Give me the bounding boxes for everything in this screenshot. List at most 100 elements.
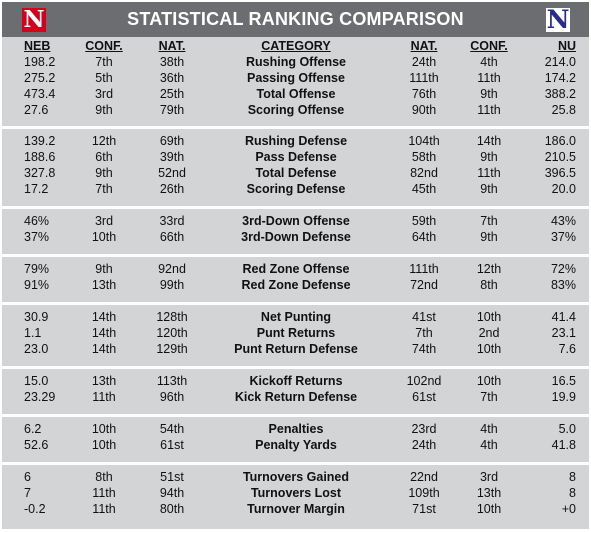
neb-nat-rank: 26th	[159, 182, 185, 196]
nu-value: 23.1	[551, 326, 576, 340]
nu-nat-rank: 22nd	[410, 470, 438, 484]
neb-conf-rank: 8th	[95, 470, 113, 484]
nu-value: 25.8	[551, 103, 576, 117]
neb-value: 139.2	[24, 134, 56, 148]
neb-nat-rank: 80th	[159, 502, 185, 516]
neb-nat-rank: 92nd	[158, 262, 186, 276]
neb-conf-rank: 3rd	[94, 87, 114, 101]
nu-nat-rank: 64th	[411, 230, 437, 244]
neb-nat-rank: 36th	[159, 71, 185, 85]
category-label: Penalties	[268, 422, 324, 436]
nu-conf-rank: 7th	[480, 390, 498, 404]
neb-value: 7	[24, 486, 31, 500]
category-label: Net Punting	[260, 310, 332, 324]
table-row: 188.6 6th 39th Pass Defense 58th 9th 210.5	[2, 149, 589, 165]
neb-value: 15.0	[24, 374, 49, 388]
nu-value: 43%	[550, 214, 576, 228]
neb-nat-rank: 66th	[159, 230, 185, 244]
nu-nat-rank: 82nd	[410, 166, 438, 180]
neb-conf-rank: 10th	[91, 422, 117, 436]
category-label: Total Offense	[256, 87, 336, 101]
nu-conf-rank: 14th	[476, 134, 502, 148]
neb-value: 37%	[24, 230, 50, 244]
nu-value: 396.5	[544, 166, 576, 180]
nu-conf-rank: 11th	[477, 103, 501, 117]
neb-value: 198.2	[24, 55, 56, 69]
category-label: Kickoff Returns	[249, 374, 343, 388]
nu-value: 20.0	[551, 182, 576, 196]
nu-nat-rank: 24th	[411, 55, 437, 69]
northwestern-logo-icon: N	[546, 5, 570, 34]
nu-nat-rank: 59th	[411, 214, 437, 228]
nu-conf-rank: 3rd	[479, 470, 499, 484]
table-row: 23.0 14th 129th Punt Return Defense 74th 10th…	[2, 341, 589, 357]
neb-conf-rank: 9th	[95, 166, 113, 180]
table-row: 473.4 3rd 25th Total Offense 76th 9th 388.2	[2, 86, 589, 102]
nu-conf-rank: 10th	[476, 374, 502, 388]
neb-value: 473.4	[24, 87, 56, 101]
nu-conf-rank: 4th	[480, 55, 498, 69]
category-label: Passing Offense	[247, 71, 345, 85]
table-row: 275.2 5th 36th Passing Offense 111th 11th 174.…	[2, 70, 589, 86]
neb-value: -0.2	[24, 502, 46, 516]
neb-nat-rank: 94th	[159, 486, 185, 500]
column-header-nu-nat: NAT.	[410, 39, 438, 53]
neb-conf-rank: 9th	[95, 103, 113, 117]
section-divider	[2, 302, 589, 305]
neb-nat-rank: 52nd	[158, 166, 186, 180]
nu-value: 186.0	[544, 134, 576, 148]
neb-nat-rank: 129th	[156, 342, 188, 356]
nu-value: 72%	[550, 262, 576, 276]
neb-value: 27.6	[24, 103, 49, 117]
table-row: 27.6 9th 79th Scoring Offense 90th 11th 25.8	[2, 102, 589, 118]
neb-conf-rank: 10th	[91, 230, 117, 244]
nu-value: 8	[569, 470, 576, 484]
neb-nat-rank: 113th	[156, 374, 188, 388]
category-label: Total Defense	[255, 166, 337, 180]
table-row: 6.2 10th 54th Penalties 23rd 4th 5.0	[2, 421, 589, 437]
neb-value: 6.2	[24, 422, 42, 436]
neb-nat-rank: 54th	[159, 422, 185, 436]
nu-value: 214.0	[544, 55, 576, 69]
column-header-neb-conf: CONF.	[85, 39, 123, 53]
nu-conf-rank: 11th	[477, 166, 501, 180]
nu-conf-rank: 11th	[477, 71, 501, 85]
table-row: -0.2 11th 80th Turnover Margin 71st 10th +0	[2, 501, 589, 517]
table-row: 139.2 12th 69th Rushing Defense 104th 14th 186…	[2, 133, 589, 149]
nu-nat-rank: 111th	[409, 262, 439, 276]
neb-conf-rank: 11th	[92, 390, 116, 404]
nu-value: 83%	[550, 278, 576, 292]
nu-value: 41.4	[551, 310, 576, 324]
nu-value: 7.6	[558, 342, 576, 356]
neb-value: 91%	[24, 278, 50, 292]
neb-conf-rank: 13th	[91, 278, 117, 292]
nu-nat-rank: 24th	[411, 438, 437, 452]
neb-value: 17.2	[24, 182, 49, 196]
nu-nat-rank: 111th	[409, 71, 439, 85]
category-label: Pass Defense	[255, 150, 337, 164]
nu-value: 5.0	[558, 422, 576, 436]
nebraska-logo-icon: N	[22, 6, 46, 33]
table-row: 52.6 10th 61st Penalty Yards 24th 4th 41.8	[2, 437, 589, 453]
neb-conf-rank: 11th	[92, 502, 116, 516]
table-row: 23.29 11th 96th Kick Return Defense 61st 7th 1…	[2, 389, 589, 405]
table-row: 91% 13th 99th Red Zone Defense 72nd 8th 83%	[2, 277, 589, 293]
neb-value: 23.0	[24, 342, 49, 356]
nu-conf-rank: 7th	[480, 214, 498, 228]
page-title: STATISTICAL RANKING COMPARISON	[127, 9, 464, 29]
category-label: Turnovers Gained	[242, 470, 350, 484]
nu-conf-rank: 4th	[480, 422, 498, 436]
nu-nat-rank: 45th	[411, 182, 437, 196]
section-divider	[2, 414, 589, 417]
nu-value: 174.2	[544, 71, 576, 85]
column-header-neb-nat: NAT.	[158, 39, 186, 53]
neb-conf-rank: 14th	[91, 326, 117, 340]
category-label: Red Zone Defense	[241, 278, 351, 292]
nu-nat-rank: 41st	[412, 310, 436, 324]
nu-conf-rank: 12th	[476, 262, 502, 276]
table-row: 46% 3rd 33rd 3rd-Down Offense 59th 7th 43%	[2, 213, 589, 229]
neb-nat-rank: 69th	[159, 134, 185, 148]
neb-conf-rank: 5th	[95, 71, 113, 85]
nu-nat-rank: 72nd	[410, 278, 438, 292]
